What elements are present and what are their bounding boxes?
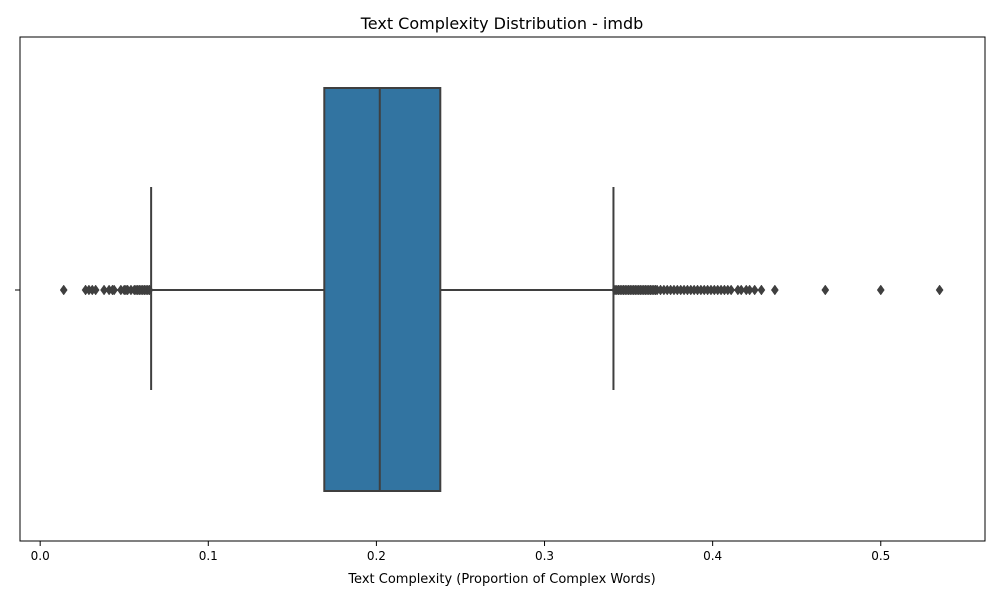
x-tick-label: 0.1 xyxy=(199,549,218,563)
x-tick-label: 0.3 xyxy=(535,549,554,563)
outlier-point xyxy=(145,284,154,296)
outlier-point xyxy=(935,284,944,296)
outlier-point xyxy=(770,284,779,296)
box-group xyxy=(150,87,615,492)
x-tick-label: 0.4 xyxy=(703,549,722,563)
outliers-group xyxy=(59,284,944,296)
outlier-point xyxy=(91,284,100,296)
x-axis-ticks: 0.0 0.1 0.2 0.3 0.4 0.5 xyxy=(31,541,890,563)
outlier-point xyxy=(757,284,766,296)
plot-area-frame xyxy=(19,36,986,542)
chart-title: Text Complexity Distribution - imdb xyxy=(360,14,644,33)
outlier-point xyxy=(750,284,759,296)
x-tick-label: 0.5 xyxy=(871,549,890,563)
x-tick-label: 0.0 xyxy=(31,549,50,563)
x-tick-label: 0.2 xyxy=(367,549,386,563)
outlier-point xyxy=(59,284,68,296)
outlier-point xyxy=(727,284,736,296)
outlier-point xyxy=(110,284,119,296)
outlier-point xyxy=(876,284,885,296)
outlier-point xyxy=(821,284,830,296)
x-axis-label: Text Complexity (Proportion of Complex W… xyxy=(347,572,655,587)
iqr-box xyxy=(323,87,442,492)
